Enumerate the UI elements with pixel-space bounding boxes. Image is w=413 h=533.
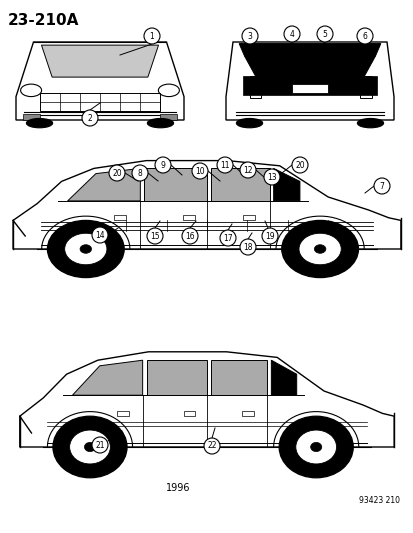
Text: 22: 22: [207, 441, 216, 450]
Ellipse shape: [47, 221, 124, 278]
Text: 20: 20: [112, 168, 121, 177]
Circle shape: [219, 230, 235, 246]
Bar: [23, 114, 39, 120]
Ellipse shape: [26, 118, 52, 128]
Text: 9: 9: [160, 160, 165, 169]
Bar: [243, 215, 255, 221]
Circle shape: [261, 228, 277, 244]
Text: 13: 13: [266, 173, 276, 182]
Polygon shape: [211, 168, 269, 201]
Polygon shape: [146, 360, 206, 395]
Text: 2: 2: [88, 114, 92, 123]
Ellipse shape: [147, 118, 173, 128]
Polygon shape: [67, 168, 140, 201]
Bar: [242, 76, 376, 95]
Text: 21: 21: [95, 440, 104, 449]
Text: 23-210A: 23-210A: [8, 13, 79, 28]
Circle shape: [92, 227, 108, 243]
Circle shape: [240, 162, 255, 178]
Polygon shape: [41, 45, 158, 77]
Ellipse shape: [313, 245, 325, 253]
Text: 10: 10: [195, 166, 204, 175]
Bar: [114, 215, 126, 221]
Ellipse shape: [69, 430, 110, 464]
Circle shape: [82, 110, 98, 126]
Bar: [360, 76, 371, 98]
Bar: [117, 410, 129, 416]
Text: 8: 8: [137, 168, 142, 177]
Circle shape: [92, 437, 108, 453]
Ellipse shape: [278, 416, 352, 478]
Bar: [183, 410, 195, 416]
Text: 4: 4: [289, 29, 294, 38]
Polygon shape: [72, 360, 142, 395]
Text: 1996: 1996: [165, 483, 190, 493]
Text: 1: 1: [149, 31, 154, 41]
Text: 19: 19: [265, 231, 274, 240]
Circle shape: [291, 157, 307, 173]
Ellipse shape: [310, 442, 321, 451]
Ellipse shape: [298, 233, 340, 265]
Circle shape: [147, 228, 163, 244]
Ellipse shape: [64, 233, 107, 265]
Ellipse shape: [53, 416, 127, 478]
Bar: [182, 215, 195, 221]
Circle shape: [216, 157, 233, 173]
Text: 16: 16: [185, 231, 195, 240]
Text: 5: 5: [322, 29, 327, 38]
Ellipse shape: [80, 245, 91, 253]
Circle shape: [204, 438, 219, 454]
Text: 7: 7: [379, 182, 384, 190]
Ellipse shape: [84, 442, 95, 451]
Text: 18: 18: [243, 243, 252, 252]
Circle shape: [182, 228, 197, 244]
Ellipse shape: [295, 430, 336, 464]
Ellipse shape: [356, 118, 383, 128]
Polygon shape: [271, 360, 296, 395]
Text: 93423 210: 93423 210: [358, 497, 399, 505]
Bar: [160, 114, 177, 120]
Text: 17: 17: [223, 233, 232, 243]
Polygon shape: [273, 168, 299, 201]
Circle shape: [283, 26, 299, 42]
Circle shape: [263, 169, 279, 185]
Circle shape: [144, 28, 159, 44]
Polygon shape: [244, 56, 375, 77]
Text: 11: 11: [220, 160, 229, 169]
Circle shape: [109, 165, 125, 181]
Circle shape: [356, 28, 372, 44]
Bar: [249, 76, 261, 98]
Circle shape: [132, 165, 147, 181]
Text: 15: 15: [150, 231, 159, 240]
Bar: [242, 410, 253, 416]
Polygon shape: [210, 360, 267, 395]
Polygon shape: [239, 44, 380, 56]
Bar: [291, 84, 328, 93]
Polygon shape: [144, 168, 206, 201]
Text: 6: 6: [362, 31, 367, 41]
Circle shape: [242, 28, 257, 44]
Text: 14: 14: [95, 230, 104, 239]
Circle shape: [240, 239, 255, 255]
Circle shape: [316, 26, 332, 42]
Ellipse shape: [281, 221, 358, 278]
Ellipse shape: [236, 118, 262, 128]
Text: 3: 3: [247, 31, 252, 41]
Circle shape: [192, 163, 207, 179]
Circle shape: [154, 157, 171, 173]
Text: 12: 12: [243, 166, 252, 174]
Bar: [39, 93, 160, 111]
Text: 20: 20: [294, 160, 304, 169]
Circle shape: [373, 178, 389, 194]
